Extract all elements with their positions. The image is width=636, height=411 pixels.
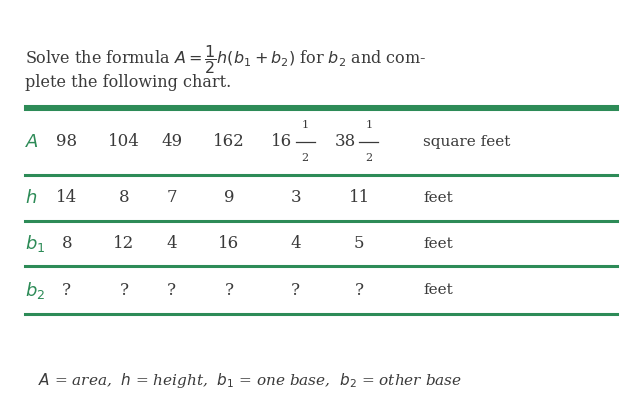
Text: 16: 16 (218, 235, 240, 252)
Text: 11: 11 (349, 189, 370, 206)
Text: ?: ? (291, 282, 300, 299)
Text: 8: 8 (62, 235, 72, 252)
Text: ?: ? (355, 282, 364, 299)
Text: 9: 9 (224, 189, 234, 206)
Text: 3: 3 (291, 189, 301, 206)
Text: 49: 49 (161, 133, 183, 150)
Text: $b_2$: $b_2$ (25, 280, 46, 301)
Text: 4: 4 (291, 235, 301, 252)
Text: feet: feet (423, 283, 453, 298)
Text: 8: 8 (119, 189, 129, 206)
Text: ?: ? (120, 282, 128, 299)
Text: square feet: square feet (423, 135, 510, 149)
Text: feet: feet (423, 191, 453, 205)
Text: $b_1$: $b_1$ (25, 233, 46, 254)
Text: 104: 104 (108, 133, 140, 150)
Text: 98: 98 (56, 133, 78, 150)
Text: 38: 38 (335, 133, 356, 150)
Text: ?: ? (167, 282, 176, 299)
Text: 16: 16 (272, 133, 293, 150)
Text: $h$: $h$ (25, 189, 38, 207)
Text: plete the following chart.: plete the following chart. (25, 74, 232, 91)
Text: 162: 162 (213, 133, 245, 150)
Text: 4: 4 (167, 235, 177, 252)
Text: ?: ? (62, 282, 71, 299)
Text: 12: 12 (113, 235, 135, 252)
Text: 14: 14 (56, 189, 78, 206)
Text: Solve the formula $A = \dfrac{1}{2}h(b_1 + b_2)$ for $b_2$ and com-: Solve the formula $A = \dfrac{1}{2}h(b_1… (25, 43, 427, 76)
Text: 1: 1 (301, 120, 309, 130)
Text: 1: 1 (365, 120, 373, 130)
Text: 2: 2 (301, 153, 309, 163)
Text: feet: feet (423, 236, 453, 251)
Text: $A$: $A$ (25, 133, 39, 151)
Text: 7: 7 (167, 189, 177, 206)
Text: ?: ? (225, 282, 233, 299)
Text: 2: 2 (365, 153, 373, 163)
Text: 5: 5 (354, 235, 364, 252)
Text: $A$ = area,  $h$ = height,  $b_1$ = one base,  $b_2$ = other base: $A$ = area, $h$ = height, $b_1$ = one ba… (38, 371, 462, 390)
